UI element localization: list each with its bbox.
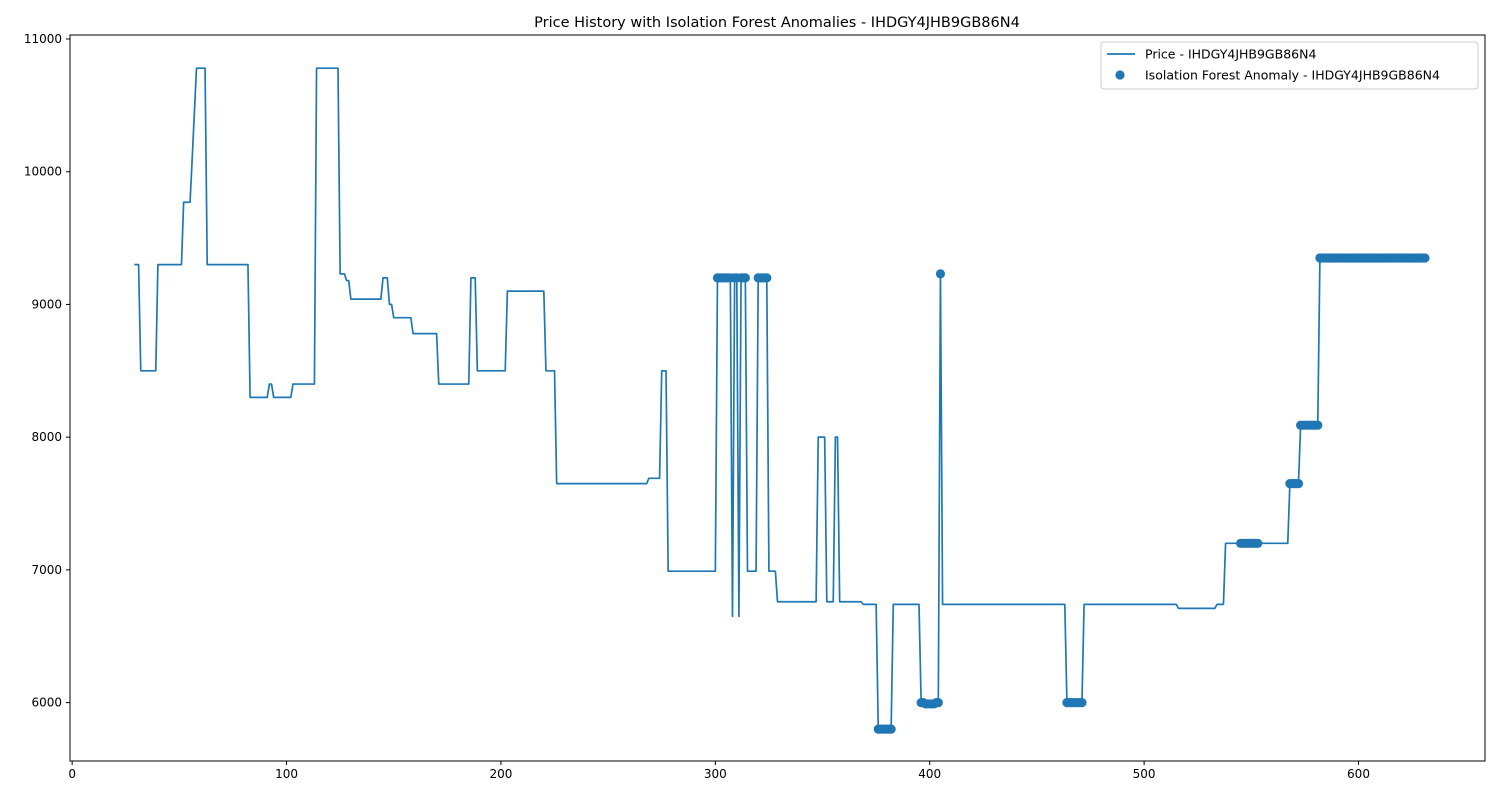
y-axis: 6000 7000 8000 9000 10000 11000 bbox=[24, 32, 70, 710]
x-tick-label: 400 bbox=[918, 767, 941, 781]
plot-frame bbox=[69, 34, 1486, 762]
legend-label-anomaly: Isolation Forest Anomaly - IHDGY4JHB9GB8… bbox=[1145, 68, 1440, 83]
y-tick-label: 7000 bbox=[31, 563, 62, 577]
y-tick-label: 11000 bbox=[24, 32, 62, 46]
x-tick-label: 100 bbox=[275, 767, 298, 781]
legend-marker-swatch bbox=[1115, 70, 1125, 80]
anomaly-point bbox=[740, 273, 750, 283]
price-line bbox=[134, 67, 1425, 730]
anomaly-point bbox=[935, 269, 946, 279]
anomaly-point bbox=[1293, 479, 1304, 489]
x-tick-label: 500 bbox=[1133, 767, 1156, 781]
anomaly-point bbox=[933, 698, 943, 708]
chart-title: Price History with Isolation Forest Anom… bbox=[534, 15, 1020, 31]
plot-area bbox=[134, 67, 1430, 734]
x-axis: 0 100 200 300 400 500 600 bbox=[68, 761, 1370, 781]
anomaly-point bbox=[1420, 253, 1430, 263]
x-tick-label: 200 bbox=[489, 767, 512, 781]
x-tick-label: 300 bbox=[704, 767, 727, 781]
anomaly-point bbox=[886, 724, 896, 734]
legend: Price - IHDGY4JHB9GB86N4 Isolation Fores… bbox=[1100, 41, 1479, 90]
y-tick-label: 8000 bbox=[31, 430, 62, 444]
legend-frame bbox=[1100, 41, 1479, 90]
x-tick-label: 0 bbox=[68, 767, 76, 781]
legend-label-price: Price - IHDGY4JHB9GB86N4 bbox=[1145, 47, 1316, 62]
y-tick-label: 9000 bbox=[31, 297, 62, 311]
anomaly-point bbox=[1313, 420, 1323, 430]
anomaly-point bbox=[1253, 538, 1263, 548]
x-tick-label: 600 bbox=[1347, 767, 1370, 781]
y-tick-label: 10000 bbox=[24, 165, 62, 179]
anomaly-point bbox=[1077, 698, 1087, 708]
anomaly-point bbox=[762, 273, 772, 283]
y-tick-label: 6000 bbox=[31, 696, 62, 710]
